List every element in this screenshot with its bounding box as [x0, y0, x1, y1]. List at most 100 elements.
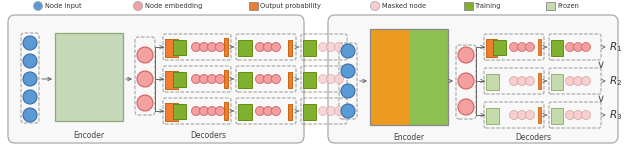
Circle shape [137, 95, 153, 111]
Bar [546, 2, 555, 10]
Bar [249, 2, 258, 10]
Text: $R_3$: $R_3$ [609, 108, 622, 122]
Circle shape [335, 43, 344, 52]
Circle shape [326, 75, 335, 84]
Circle shape [573, 110, 582, 119]
Circle shape [33, 1, 42, 10]
Circle shape [264, 43, 273, 52]
Circle shape [525, 43, 534, 52]
Circle shape [509, 76, 518, 85]
Bar [486, 108, 499, 124]
Bar [486, 74, 499, 90]
Circle shape [271, 106, 280, 115]
Bar [370, 29, 448, 125]
Circle shape [341, 64, 355, 78]
Circle shape [326, 106, 335, 115]
Circle shape [573, 43, 582, 52]
Circle shape [566, 43, 575, 52]
Circle shape [341, 84, 355, 98]
Circle shape [319, 75, 328, 84]
Circle shape [371, 1, 380, 10]
Circle shape [255, 43, 264, 52]
Text: $R_2$: $R_2$ [609, 74, 622, 88]
Circle shape [137, 71, 153, 87]
Bar [551, 108, 563, 124]
Text: Masked node: Masked node [382, 3, 426, 9]
Bar [173, 40, 186, 55]
Circle shape [23, 54, 37, 68]
Text: $\vee$: $\vee$ [596, 58, 604, 70]
Text: Decoders: Decoders [190, 131, 226, 139]
Bar [288, 104, 292, 120]
Circle shape [326, 43, 335, 52]
Circle shape [509, 110, 518, 119]
Bar [303, 104, 316, 120]
Text: Encoder: Encoder [394, 133, 424, 142]
Bar [538, 73, 541, 89]
Bar [165, 103, 178, 121]
Text: $R_1$: $R_1$ [609, 40, 622, 54]
Bar [165, 71, 178, 89]
Circle shape [200, 75, 209, 84]
Bar [173, 72, 186, 87]
Bar [165, 39, 178, 57]
Circle shape [319, 106, 328, 115]
Circle shape [200, 106, 209, 115]
Circle shape [207, 43, 216, 52]
Text: Decoders: Decoders [515, 133, 551, 142]
Bar [224, 102, 228, 120]
Bar [551, 74, 563, 90]
Bar [538, 107, 541, 123]
Circle shape [216, 106, 225, 115]
Bar [409, 29, 448, 125]
Circle shape [23, 72, 37, 86]
Bar [370, 29, 409, 125]
Circle shape [566, 76, 575, 85]
Circle shape [341, 44, 355, 58]
Text: Frozen: Frozen [557, 3, 579, 9]
Bar [303, 72, 316, 88]
Bar [55, 33, 123, 121]
Bar [288, 40, 292, 56]
Bar [493, 40, 506, 55]
Bar [464, 2, 473, 10]
Circle shape [191, 106, 200, 115]
Circle shape [23, 108, 37, 122]
Text: Output probability: Output probability [260, 3, 321, 9]
Circle shape [23, 90, 37, 104]
Bar [238, 40, 252, 56]
FancyBboxPatch shape [8, 15, 304, 143]
Circle shape [271, 43, 280, 52]
Bar [173, 104, 186, 119]
Bar [538, 39, 541, 55]
Circle shape [207, 106, 216, 115]
Bar [288, 72, 292, 88]
Circle shape [582, 110, 591, 119]
Circle shape [271, 75, 280, 84]
Text: $\vee$: $\vee$ [596, 93, 604, 104]
Circle shape [23, 36, 37, 50]
Circle shape [458, 99, 474, 115]
Text: Node input: Node input [45, 3, 82, 9]
Circle shape [216, 75, 225, 84]
Bar [551, 40, 563, 56]
Circle shape [335, 75, 344, 84]
Bar [238, 72, 252, 88]
Circle shape [518, 76, 527, 85]
Bar [224, 38, 228, 56]
Circle shape [525, 76, 534, 85]
Circle shape [191, 75, 200, 84]
Circle shape [191, 43, 200, 52]
Circle shape [458, 47, 474, 63]
Circle shape [525, 110, 534, 119]
Bar [486, 39, 497, 57]
Circle shape [566, 110, 575, 119]
Circle shape [200, 43, 209, 52]
Text: Training: Training [475, 3, 502, 9]
Circle shape [255, 75, 264, 84]
Bar [224, 70, 228, 88]
Circle shape [255, 106, 264, 115]
Circle shape [264, 75, 273, 84]
Circle shape [134, 1, 143, 10]
Circle shape [335, 106, 344, 115]
